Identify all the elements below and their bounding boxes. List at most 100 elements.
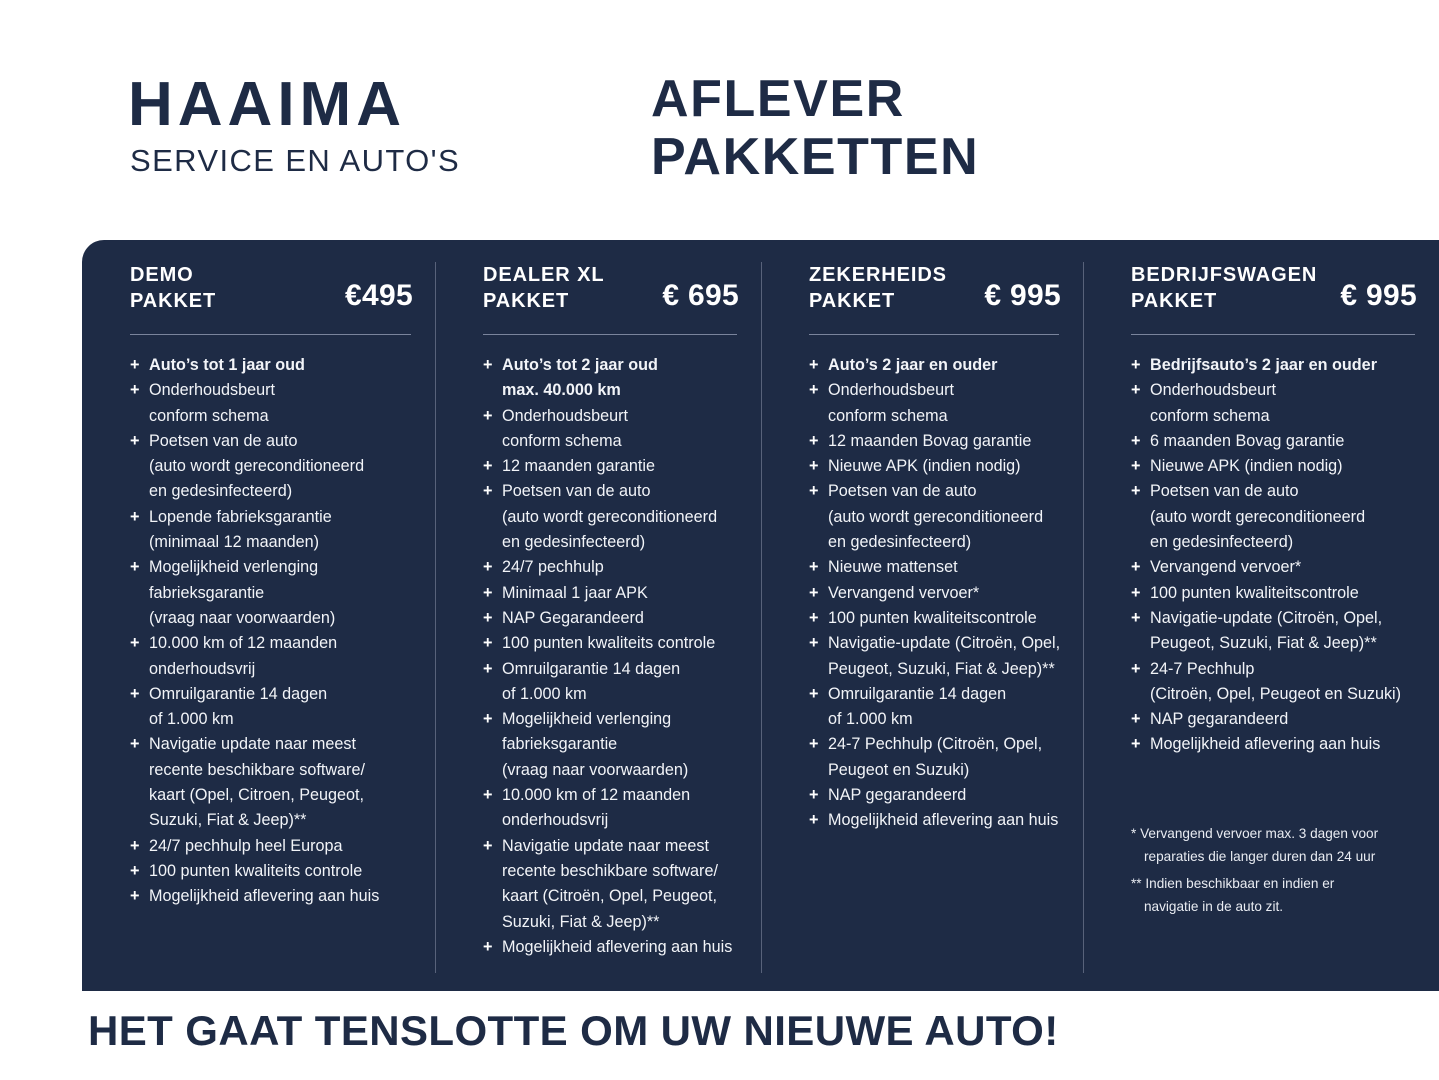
feature-text: 24/7 pechhulp heel Europa <box>149 836 343 855</box>
plus-icon: + <box>1131 482 1141 501</box>
plus-icon: + <box>483 937 493 956</box>
brand-name: HAAIMA <box>128 70 406 139</box>
plus-icon: + <box>1131 356 1141 374</box>
plus-icon: + <box>809 684 819 703</box>
feature-item: + Poetsen van de auto (auto wordt gerecon… <box>130 429 417 505</box>
feature-text: 10.000 km of 12 maanden onderhoudsvrij <box>502 786 691 830</box>
feature-item: + Onderhoudsbeurt conform schema <box>809 378 1065 429</box>
package-column-dealer-xl: DEALER XL PAKKET € 695 + Auto’s tot 2 jaa… <box>435 262 761 991</box>
feature-item: + Mogelijkheid aflevering aan huis <box>1131 732 1421 757</box>
feature-text: Nieuwe APK (indien nodig) <box>828 457 1021 476</box>
plus-icon: + <box>1131 608 1141 627</box>
feature-text: Navigatie update naar meest recente besc… <box>149 735 365 830</box>
feature-item: +10.000 km of 12 maanden onderhoudsvrij <box>130 631 417 682</box>
feature-text: Poetsen van de auto (auto wordt gerecond… <box>149 431 365 501</box>
package-header: BEDRIJFSWAGEN PAKKET € 995 <box>1131 262 1421 318</box>
package-column-bedrijfswagen: BEDRIJFSWAGEN PAKKET € 995 + Bedrijfsauto… <box>1083 262 1439 991</box>
plus-icon: + <box>1131 431 1141 450</box>
plus-icon: + <box>1131 710 1141 729</box>
feature-item: + Poetsen van de auto (auto wordt gerecon… <box>1131 479 1421 555</box>
feature-item: + Navigatie-update (Citroën, Opel, Peugeo… <box>1131 606 1421 657</box>
feature-text: Vervangend vervoer* <box>1150 558 1302 577</box>
feature-text: Auto’s tot 2 jaar oud max. 40.000 km <box>502 356 658 400</box>
feature-item: + Vervangend vervoer* <box>809 581 1065 606</box>
feature-text: Vervangend vervoer* <box>828 583 980 602</box>
plus-icon: + <box>809 558 819 577</box>
plus-icon: + <box>1131 659 1141 678</box>
plus-icon: + <box>483 786 493 805</box>
plus-icon: + <box>1131 583 1141 602</box>
feature-item: + NAP gegarandeerd <box>1131 707 1421 732</box>
page-footer: HET GAAT TENSLOTTE OM UW NIEUWE AUTO! <box>0 991 1439 1080</box>
feature-item: + NAP Gegarandeerd <box>483 606 743 631</box>
feature-list: + Auto’s tot 1 jaar oud + Onderhoudsbeurt c… <box>130 353 417 910</box>
feature-item: + Onderhoudsbeurt conform schema <box>130 378 417 429</box>
feature-text: Minimaal 1 jaar APK <box>502 583 648 602</box>
feature-text: Nieuwe mattenset <box>828 558 958 577</box>
feature-list: + Bedrijfsauto’s 2 jaar en ouder + Onderhou… <box>1131 353 1421 758</box>
feature-text: 100 punten kwaliteits controle <box>149 861 363 880</box>
brand-tagline: SERVICE EN AUTO'S <box>130 143 461 178</box>
package-name: DEMO PAKKET <box>130 264 217 313</box>
feature-item: + Onderhoudsbeurt conform schema <box>1131 378 1421 429</box>
plus-icon: + <box>809 634 819 653</box>
feature-text: Auto’s tot 1 jaar oud <box>149 356 305 374</box>
feature-item: + Nieuwe mattenset <box>809 555 1065 580</box>
package-price: €495 <box>345 279 413 312</box>
feature-item: + Mogelijkheid aflevering aan huis <box>483 935 743 960</box>
header-divider <box>130 334 411 335</box>
feature-text: Onderhoudsbeurt conform schema <box>828 381 954 425</box>
plus-icon: + <box>809 431 819 450</box>
page-title-line1: AFLEVER <box>651 70 905 128</box>
feature-item: + Minimaal 1 jaar APK <box>483 581 743 606</box>
feature-text: Mogelijkheid aflevering aan huis <box>149 887 380 906</box>
plus-icon: + <box>130 356 140 374</box>
feature-text: Navigatie-update (Citroën, Opel, Peugeot… <box>828 634 1061 678</box>
package-header: DEALER XL PAKKET € 695 <box>483 262 743 318</box>
feature-item: + Omruilgarantie 14 dagen of 1.000 km <box>130 682 417 733</box>
feature-text: Mogelijkheid verlenging fabrieksgarantie… <box>502 710 689 779</box>
feature-item: +100 punten kwaliteits controle <box>130 859 417 884</box>
plus-icon: + <box>809 608 819 627</box>
plus-icon: + <box>130 836 140 855</box>
package-column-demo: DEMO PAKKET €495 + Auto’s tot 1 jaar oud +… <box>82 262 435 991</box>
feature-text: Mogelijkheid aflevering aan huis <box>502 937 733 956</box>
feature-item: + Auto’s tot 1 jaar oud <box>130 353 417 378</box>
feature-list: + Auto’s 2 jaar en ouder + Onderhoudsbeurt … <box>809 353 1065 834</box>
feature-item: + Navigatie update naar meest recente bes… <box>130 732 417 833</box>
plus-icon: + <box>809 356 819 374</box>
plus-icon: + <box>130 381 140 400</box>
plus-icon: + <box>483 659 493 678</box>
feature-item: + Bedrijfsauto’s 2 jaar en ouder <box>1131 353 1421 378</box>
feature-text: Navigatie-update (Citroën, Opel, Peugeot… <box>1150 608 1383 653</box>
feature-text: 24-7 Pechhulp (Citroën, Opel, Peugeot en… <box>1150 659 1402 703</box>
plus-icon: + <box>130 558 140 577</box>
plus-icon: + <box>809 786 819 805</box>
feature-item: + Omruilgarantie 14 dagen of 1.000 km <box>483 657 743 708</box>
footnotes: * Vervangend vervoer max. 3 dagen voor r… <box>1131 822 1421 918</box>
feature-item: +24/7 pechhulp <box>483 555 743 580</box>
feature-text: 24-7 Pechhulp (Citroën, Opel, Peugeot en… <box>828 735 1043 779</box>
feature-list: + Auto’s tot 2 jaar oud max. 40.000 km + On… <box>483 353 743 960</box>
feature-text: Omruilgarantie 14 dagen of 1.000 km <box>149 684 328 729</box>
feature-item: + Auto’s 2 jaar en ouder <box>809 353 1065 378</box>
feature-text: NAP Gegarandeerd <box>502 608 644 627</box>
header-divider <box>809 334 1059 335</box>
feature-text: Nieuwe APK (indien nodig) <box>1150 457 1343 476</box>
feature-text: NAP gegarandeerd <box>1150 710 1289 729</box>
feature-item: + Omruilgarantie 14 dagen of 1.000 km <box>809 682 1065 733</box>
feature-text: Onderhoudsbeurt conform schema <box>149 381 275 425</box>
plus-icon: + <box>130 735 140 754</box>
plus-icon: + <box>809 735 819 754</box>
plus-icon: + <box>130 887 140 906</box>
feature-text: NAP gegarandeerd <box>828 786 967 805</box>
plus-icon: + <box>483 608 493 627</box>
feature-item: +12 maanden garantie <box>483 454 743 479</box>
plus-icon: + <box>483 634 493 653</box>
feature-text: Lopende fabrieksgarantie (minimaal 12 ma… <box>149 507 332 552</box>
plus-icon: + <box>483 710 493 729</box>
feature-item: + Auto’s tot 2 jaar oud max. 40.000 km <box>483 353 743 404</box>
feature-text: 10.000 km of 12 maanden onderhoudsvrij <box>149 634 338 678</box>
footnote: ** Indien beschikbaar en indien er navig… <box>1131 875 1335 914</box>
plus-icon: + <box>1131 457 1141 476</box>
